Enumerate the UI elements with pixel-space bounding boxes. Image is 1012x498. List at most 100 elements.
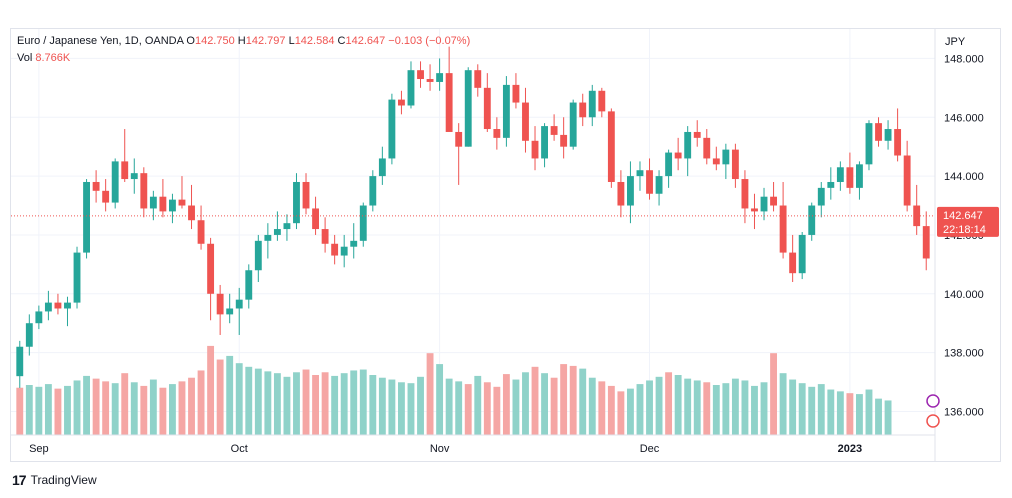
volume-bar	[865, 389, 873, 435]
volume-bar	[455, 381, 463, 435]
volume-bar	[130, 382, 138, 435]
volume-label: Vol	[17, 52, 33, 64]
volume-bar	[388, 379, 396, 435]
chart-frame[interactable]: 148.000146.000144.000142.000140.000138.0…	[10, 28, 1001, 462]
volume-bar	[817, 384, 825, 435]
candle-body	[913, 205, 921, 227]
candle-body	[388, 99, 396, 159]
chart-canvas[interactable]: 148.000146.000144.000142.000140.000138.0…	[11, 29, 1000, 461]
candle-body	[359, 205, 367, 241]
candle-body	[331, 243, 339, 256]
volume-bar	[502, 374, 510, 435]
volume-bar	[665, 372, 673, 435]
volume-bar	[856, 394, 863, 435]
volume-bar	[674, 375, 682, 435]
volume-bar	[140, 385, 148, 435]
candle-body	[684, 131, 692, 159]
close-value: 142.647	[345, 35, 386, 47]
candle-body	[512, 84, 520, 103]
candle-body	[121, 161, 129, 180]
volume-bar	[436, 364, 444, 435]
volume-legend: Vol 8.766K	[17, 52, 70, 64]
candle-body	[293, 181, 300, 224]
candle-body	[502, 84, 510, 138]
candle-body	[522, 102, 529, 141]
candle-body	[54, 302, 62, 309]
volume-bar	[493, 386, 501, 435]
event-marker-icon	[926, 414, 940, 428]
volume-bar	[655, 376, 663, 435]
volume-bar	[312, 375, 319, 435]
date-tick-label: Nov	[430, 443, 450, 455]
candle-body	[770, 196, 777, 206]
axes: 148.000146.000144.000142.000140.000138.0…	[11, 29, 999, 461]
footer-brand[interactable]: 17 TradingView	[12, 472, 97, 488]
candle-body	[836, 167, 844, 182]
candle-body	[541, 126, 548, 159]
candle-body	[550, 126, 558, 135]
candle-body	[722, 149, 730, 165]
volume-bar	[798, 383, 806, 435]
candle-body	[636, 170, 644, 177]
candle-body	[340, 246, 348, 256]
candle-body	[188, 205, 195, 221]
candle-body	[617, 181, 625, 206]
candle-body	[598, 90, 606, 112]
volume-bar	[197, 370, 205, 435]
brand-name: TradingView	[30, 473, 97, 487]
volume-bar	[273, 373, 281, 435]
change-value: −0.103 (−0.07%)	[388, 35, 471, 47]
volume-bar	[741, 380, 749, 435]
currency-label: JPY	[945, 36, 966, 48]
volume-bar	[445, 378, 453, 435]
candle-body	[846, 167, 854, 188]
symbol-title[interactable]: Euro / Japanese Yen, 1D, OANDA	[17, 35, 184, 47]
price-tick-label: 148.000	[944, 53, 984, 65]
candle-body	[531, 140, 539, 159]
event-marker-icon	[926, 394, 940, 408]
volume-bar	[121, 373, 129, 435]
candle-body	[703, 137, 711, 159]
candle-body	[25, 323, 33, 347]
candle-body	[569, 102, 577, 147]
candle-body	[264, 234, 272, 241]
low-label: L	[288, 35, 295, 47]
volume-bar	[25, 385, 33, 435]
countdown-value: 22:18:14	[943, 224, 986, 236]
candle-body	[254, 240, 262, 271]
candle-body	[865, 123, 873, 165]
candle-body	[216, 293, 224, 315]
candle-body	[302, 181, 310, 209]
candle-body	[560, 134, 568, 147]
tradingview-logo-icon: 17	[12, 472, 27, 488]
candle-body	[226, 308, 234, 315]
volume-bar	[293, 372, 300, 435]
candle-body	[674, 152, 682, 159]
candle-body	[894, 129, 902, 156]
date-tick-label: Dec	[640, 443, 660, 455]
volume-bar	[92, 378, 100, 435]
volume-bar	[684, 378, 692, 435]
volume-bar	[178, 381, 186, 435]
volume-bar	[35, 386, 43, 435]
candle-body	[73, 252, 81, 303]
candle-body	[92, 181, 100, 191]
volume-bar	[188, 377, 195, 435]
volume-bar	[846, 393, 854, 435]
candle-body	[827, 181, 835, 188]
last-price-value: 142.647	[943, 210, 983, 222]
candle-body	[474, 70, 482, 88]
volume-bar	[588, 377, 596, 435]
volume-bar	[636, 384, 644, 435]
volume-bar	[407, 383, 415, 435]
volume-bar	[159, 387, 167, 435]
ohlc-legend: Euro / Japanese Yen, 1D, OANDA O142.750 …	[17, 35, 470, 47]
volume-bar	[331, 375, 339, 435]
volume-bar	[531, 366, 539, 435]
volume-bar	[149, 379, 157, 435]
candle-body	[817, 187, 825, 206]
date-tick-label: 2023	[838, 443, 862, 455]
volume-bar	[426, 353, 434, 435]
candle-body	[712, 158, 720, 165]
volume-bar	[216, 359, 224, 435]
